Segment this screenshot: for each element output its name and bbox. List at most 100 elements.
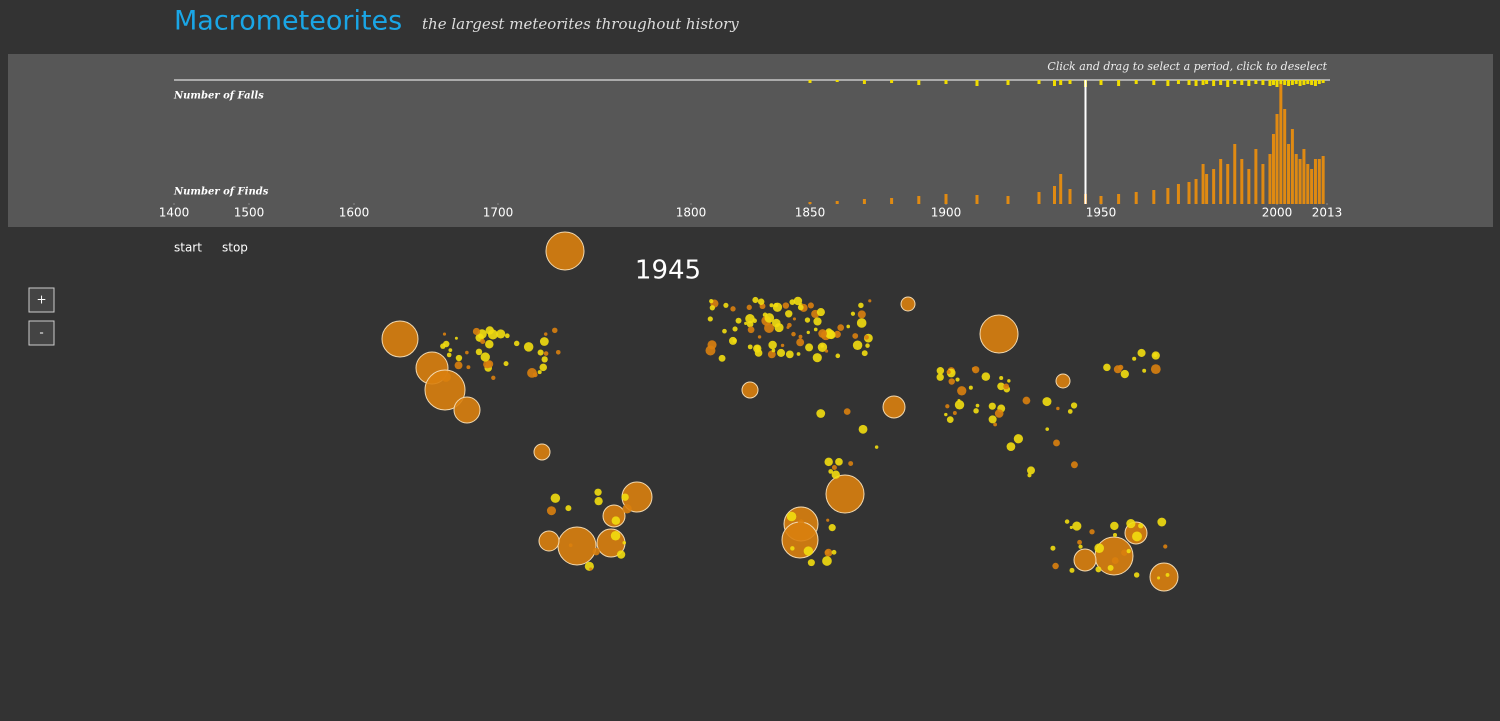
meteorite bbox=[828, 524, 836, 532]
meteorite bbox=[589, 567, 593, 571]
falls-bar bbox=[835, 80, 839, 82]
meteorite bbox=[1056, 406, 1060, 411]
meteorite bbox=[568, 543, 573, 548]
meteorite bbox=[1110, 521, 1119, 531]
finds-bar bbox=[917, 196, 921, 204]
meteorite bbox=[448, 348, 453, 353]
meteorite bbox=[827, 330, 836, 340]
meteorite bbox=[1133, 572, 1140, 578]
finds-bar bbox=[1194, 179, 1198, 204]
meteorite bbox=[594, 497, 603, 506]
zoom-in[interactable]: + bbox=[28, 287, 55, 313]
falls-bar bbox=[1310, 80, 1314, 85]
meteorite bbox=[971, 367, 976, 371]
falls-bar bbox=[1275, 80, 1279, 87]
meteorite bbox=[550, 493, 561, 503]
falls-bar bbox=[1240, 80, 1244, 85]
meteorite bbox=[994, 409, 1004, 418]
meteorite bbox=[723, 302, 729, 308]
finds-bar bbox=[975, 195, 979, 204]
meteorite bbox=[752, 296, 759, 304]
meteorite bbox=[442, 332, 447, 336]
meteorite bbox=[813, 327, 818, 332]
falls-bar bbox=[1302, 80, 1306, 85]
meteorite bbox=[782, 302, 790, 309]
falls-bar bbox=[1037, 80, 1041, 84]
finds-bar bbox=[1117, 194, 1121, 204]
meteorite bbox=[792, 317, 797, 321]
falls-bar bbox=[1194, 80, 1198, 86]
meteorite bbox=[850, 311, 856, 316]
zoom-out-label[interactable]: - bbox=[39, 326, 43, 340]
meteorite bbox=[768, 340, 777, 350]
meteorite bbox=[797, 304, 804, 311]
meteorite bbox=[718, 354, 726, 362]
meteorite bbox=[491, 375, 496, 380]
meteorite bbox=[496, 329, 506, 339]
meteorite bbox=[979, 314, 1019, 354]
meteorite bbox=[948, 378, 955, 385]
meteorite bbox=[455, 354, 463, 362]
falls-bar bbox=[1187, 80, 1191, 85]
meteorite bbox=[475, 348, 483, 356]
meteorite bbox=[780, 343, 785, 348]
meteorite bbox=[722, 328, 727, 334]
meteorite bbox=[539, 337, 549, 346]
meteorite bbox=[807, 302, 814, 309]
meteorite bbox=[771, 318, 781, 328]
meteorite bbox=[546, 506, 556, 516]
meteorite bbox=[480, 352, 490, 362]
meteorite bbox=[537, 349, 544, 356]
finds-bar bbox=[1254, 149, 1258, 204]
falls-bar bbox=[1306, 80, 1310, 84]
meteorite bbox=[828, 469, 834, 474]
falls-bar bbox=[1068, 80, 1072, 84]
meteorite bbox=[988, 402, 996, 410]
meteorite bbox=[1120, 369, 1129, 379]
stop-button[interactable]: stop bbox=[222, 241, 248, 255]
meteorite bbox=[816, 409, 826, 418]
meteorite bbox=[466, 365, 471, 370]
falls-bar bbox=[1201, 80, 1205, 85]
meteorite bbox=[835, 353, 841, 359]
falls-bar bbox=[1294, 80, 1298, 84]
meteorite bbox=[1142, 368, 1147, 373]
falls-bar bbox=[1317, 80, 1321, 84]
meteorite bbox=[533, 443, 551, 461]
zoom-out[interactable]: - bbox=[28, 320, 55, 346]
meteorite bbox=[1112, 532, 1118, 538]
meteorite bbox=[1069, 567, 1075, 573]
falls-bar bbox=[1261, 80, 1265, 85]
falls-bar bbox=[1233, 80, 1237, 84]
meteorite bbox=[543, 351, 549, 356]
timeline-panel[interactable] bbox=[8, 54, 1493, 227]
falls-bar bbox=[1313, 80, 1317, 86]
meteorite bbox=[592, 547, 600, 556]
meteorite bbox=[1149, 562, 1179, 592]
falls-bar bbox=[1212, 80, 1216, 86]
meteorite bbox=[757, 298, 765, 305]
meteorite bbox=[1042, 397, 1052, 407]
meteorite bbox=[936, 373, 944, 381]
current-year: 1945 bbox=[635, 256, 701, 286]
meteorite bbox=[999, 375, 1004, 381]
meteorite bbox=[796, 338, 805, 347]
start-button[interactable]: start bbox=[174, 241, 202, 255]
meteorite bbox=[818, 329, 827, 338]
finds-bar bbox=[1099, 196, 1103, 204]
falls-bar bbox=[1271, 80, 1275, 85]
meteorite bbox=[771, 348, 776, 353]
meteorite bbox=[764, 313, 775, 323]
meteorite bbox=[1077, 539, 1082, 545]
finds-label: Number of Finds bbox=[173, 187, 269, 198]
meteorite bbox=[1013, 434, 1024, 444]
zoom-in-label[interactable]: + bbox=[36, 293, 46, 307]
falls-bar bbox=[890, 80, 894, 83]
map[interactable] bbox=[381, 231, 1179, 592]
falls-bar bbox=[862, 80, 866, 84]
meteorite bbox=[1113, 365, 1122, 374]
meteorite bbox=[1073, 548, 1097, 572]
meteorite bbox=[846, 324, 851, 329]
meteorite bbox=[1138, 523, 1144, 529]
meteorite bbox=[1103, 363, 1111, 372]
